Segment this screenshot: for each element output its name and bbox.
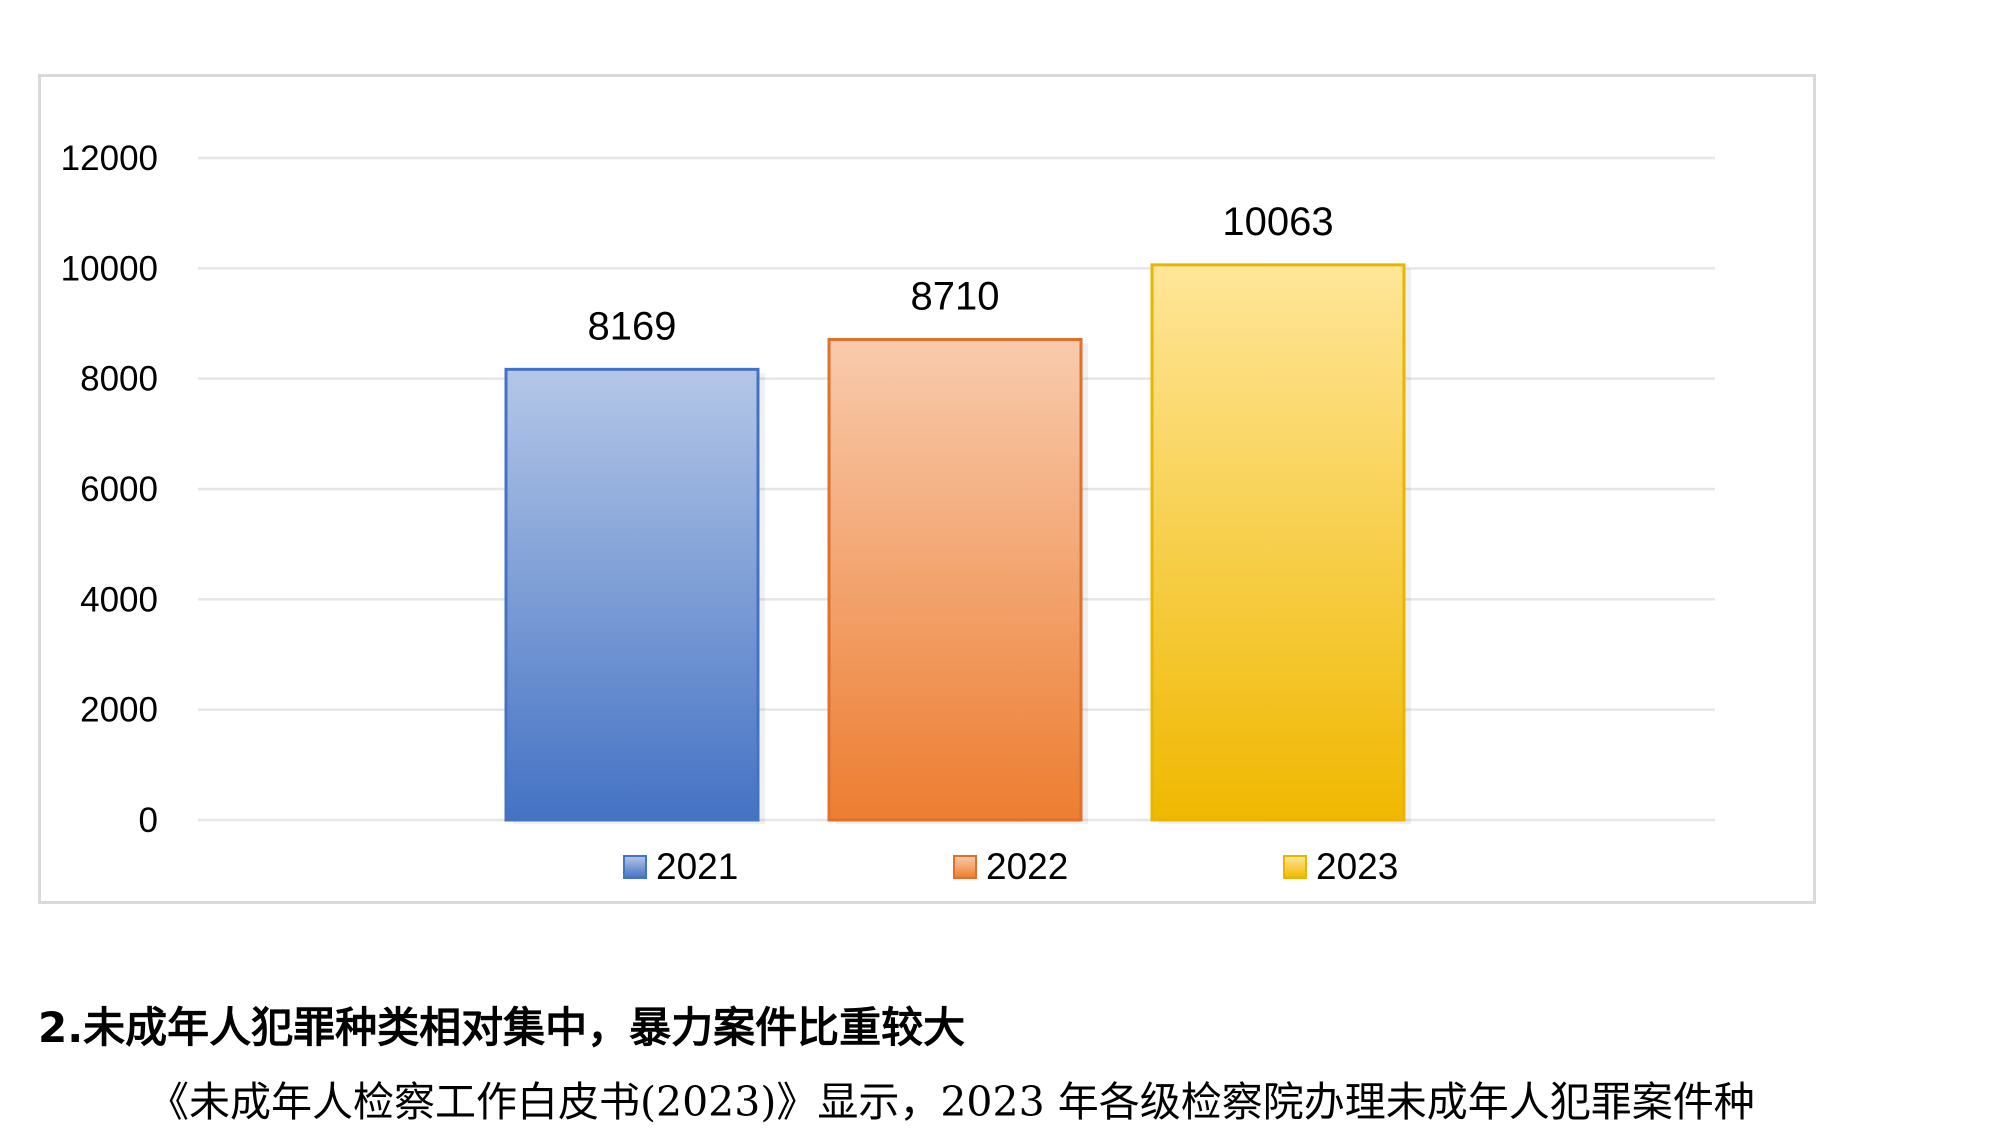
legend-label-2022: 2022 — [986, 846, 1068, 887]
y-tick-label-2000: 2000 — [80, 691, 158, 730]
data-labels: 8169 8710 10063 — [588, 200, 1334, 348]
data-label-2021: 8169 — [588, 304, 677, 348]
bar-2023 — [1150, 263, 1406, 822]
legend-label-2021: 2021 — [656, 846, 738, 887]
body-paragraph: 《未成年人检察工作白皮书(2023)》显示，2023 年各级检察院办理未成年人犯… — [148, 1078, 1755, 1126]
bar-2022 — [827, 337, 1083, 822]
legend-swatch-2022 — [953, 855, 977, 879]
y-tick-label-6000: 6000 — [80, 470, 158, 509]
legend-swatch-2021 — [623, 855, 647, 879]
bar-2021 — [504, 367, 760, 822]
y-axis: 0 2000 4000 6000 8000 10000 12000 — [61, 139, 158, 840]
legend-swatch-2023 — [1283, 855, 1307, 879]
y-tick-label-8000: 8000 — [80, 360, 158, 399]
bars — [504, 263, 1411, 825]
legend: 2021 2022 2023 — [623, 846, 1398, 887]
y-tick-label-10000: 10000 — [61, 249, 158, 288]
y-tick-label-0: 0 — [139, 801, 158, 840]
section-heading: 2.未成年人犯罪种类相对集中，暴力案件比重较大 — [38, 1003, 966, 1052]
y-tick-label-12000: 12000 — [61, 139, 158, 178]
data-label-2022: 8710 — [911, 274, 1000, 318]
data-label-2023: 10063 — [1222, 200, 1333, 244]
legend-label-2023: 2023 — [1316, 846, 1398, 887]
y-tick-label-4000: 4000 — [80, 580, 158, 619]
